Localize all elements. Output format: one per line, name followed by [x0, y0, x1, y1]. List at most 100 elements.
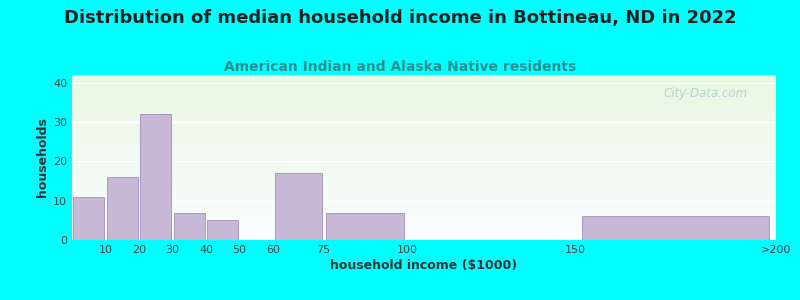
Bar	[72, 105, 776, 106]
Bar	[72, 146, 776, 148]
Text: City-Data.com: City-Data.com	[664, 86, 748, 100]
Bar	[73, 197, 104, 240]
Bar	[72, 134, 776, 136]
Bar	[72, 123, 776, 124]
Bar	[72, 227, 776, 229]
Bar	[72, 161, 776, 162]
Bar	[326, 212, 404, 240]
Bar	[72, 108, 776, 110]
Bar	[72, 177, 776, 179]
Bar	[72, 143, 776, 144]
Bar	[72, 116, 776, 118]
Bar	[72, 110, 776, 111]
Bar	[72, 166, 776, 167]
Text: Distribution of median household income in Bottineau, ND in 2022: Distribution of median household income …	[64, 9, 736, 27]
Bar	[72, 129, 776, 131]
Bar	[72, 78, 776, 80]
Bar	[72, 163, 776, 164]
Bar	[72, 237, 776, 238]
Bar	[72, 149, 776, 151]
Bar	[72, 126, 776, 128]
Bar	[72, 212, 776, 214]
Bar	[72, 93, 776, 95]
Bar	[72, 194, 776, 196]
Bar	[72, 103, 776, 105]
Bar	[72, 222, 776, 224]
Bar	[72, 205, 776, 207]
Bar	[72, 233, 776, 235]
Bar	[72, 171, 776, 172]
X-axis label: household income ($1000): household income ($1000)	[330, 259, 518, 272]
Bar	[207, 220, 238, 240]
Bar	[582, 216, 769, 240]
Bar	[72, 192, 776, 194]
Bar	[72, 215, 776, 217]
Bar	[72, 200, 776, 202]
Bar	[72, 158, 776, 159]
Bar	[72, 92, 776, 93]
Bar	[72, 172, 776, 174]
Bar	[72, 82, 776, 83]
Bar	[72, 151, 776, 152]
Bar	[72, 88, 776, 90]
Bar	[72, 148, 776, 149]
Bar	[72, 184, 776, 185]
Bar	[72, 100, 776, 101]
Bar	[72, 106, 776, 108]
Bar	[72, 174, 776, 176]
Bar	[72, 83, 776, 85]
Bar	[72, 196, 776, 197]
Bar	[72, 86, 776, 88]
Bar	[72, 199, 776, 200]
Bar	[275, 173, 322, 240]
Bar	[72, 124, 776, 126]
Bar	[72, 229, 776, 230]
Bar	[72, 138, 776, 139]
Bar	[72, 115, 776, 116]
Bar	[72, 154, 776, 156]
Bar	[72, 144, 776, 146]
Bar	[72, 97, 776, 98]
Bar	[72, 190, 776, 192]
Bar	[72, 235, 776, 237]
Bar	[72, 119, 776, 121]
Bar	[72, 185, 776, 187]
Bar	[72, 121, 776, 123]
Bar	[72, 197, 776, 199]
Bar	[140, 114, 171, 240]
Bar	[72, 90, 776, 92]
Bar	[72, 210, 776, 212]
Bar	[72, 101, 776, 103]
Bar	[72, 141, 776, 143]
Bar	[72, 113, 776, 115]
Bar	[72, 179, 776, 181]
Bar	[72, 176, 776, 177]
Bar	[72, 80, 776, 82]
Bar	[72, 85, 776, 86]
Bar	[72, 159, 776, 161]
Bar	[72, 76, 776, 78]
Bar	[72, 230, 776, 232]
Bar	[72, 128, 776, 129]
Bar	[72, 136, 776, 138]
Bar	[72, 204, 776, 205]
Bar	[72, 202, 776, 204]
Bar	[72, 118, 776, 119]
Bar	[106, 177, 138, 240]
Bar	[72, 139, 776, 141]
Bar	[72, 220, 776, 222]
Bar	[72, 209, 776, 210]
Bar	[72, 182, 776, 184]
Bar	[72, 95, 776, 97]
Bar	[72, 238, 776, 240]
Bar	[72, 225, 776, 227]
Bar	[72, 207, 776, 209]
Bar	[72, 214, 776, 215]
Bar	[72, 232, 776, 233]
Bar	[72, 167, 776, 169]
Bar	[72, 181, 776, 182]
Bar	[72, 156, 776, 158]
Bar	[72, 164, 776, 166]
Bar	[174, 212, 205, 240]
Bar	[72, 133, 776, 134]
